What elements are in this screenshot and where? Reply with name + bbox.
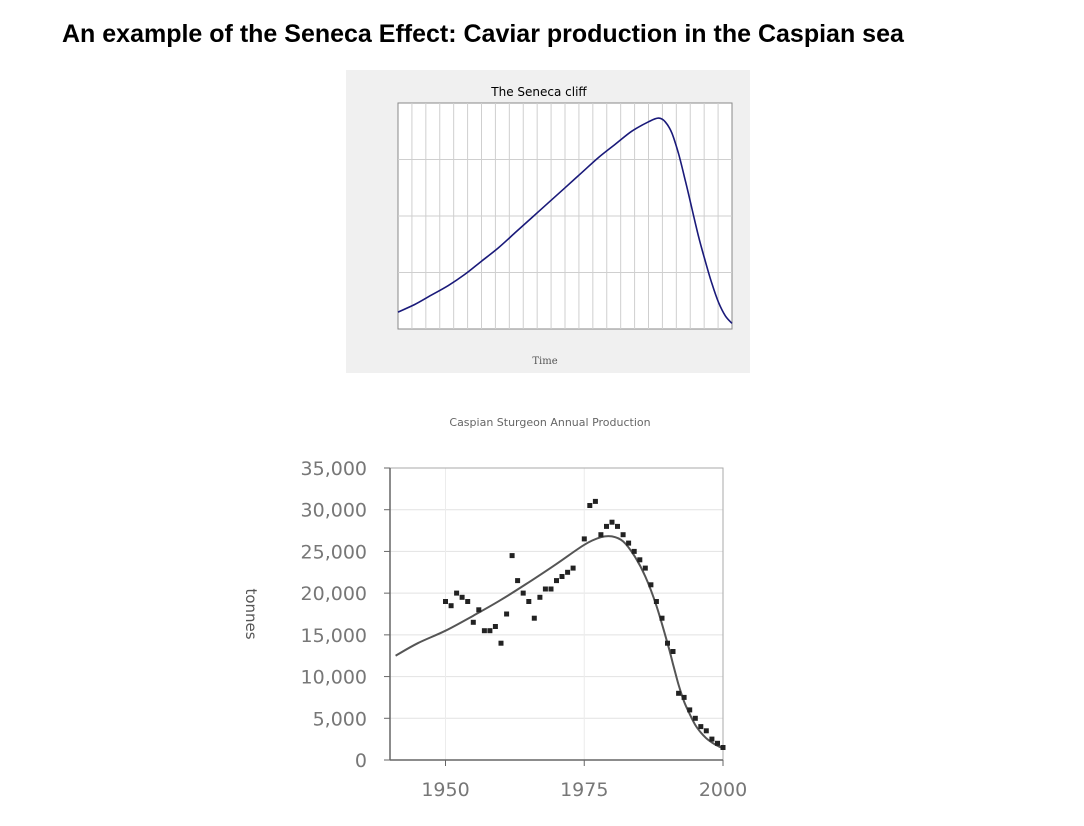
chart2-data-point [626, 540, 632, 546]
chart2-data-point [465, 599, 471, 604]
chart2-x-ticks: 1950 1975 2000 [421, 760, 747, 801]
chart1-series-line [397, 117, 733, 324]
chart1-title: The Seneca cliff [490, 85, 587, 99]
chart2-x-tick-label: 1975 [560, 779, 608, 801]
chart2-data-point [448, 603, 454, 609]
caspian-sturgeon-chart: 0 5,000 10,000 15,000 20,000 25,000 30,000 35,0… [242, 416, 747, 801]
chart2-y-tick-label: 30,000 [301, 500, 367, 522]
chart2-data-point [720, 745, 726, 750]
chart2-data-point [459, 594, 465, 600]
chart2-data-point [470, 619, 476, 625]
chart2-y-tick-label: 15,000 [301, 625, 367, 647]
chart2-data-point [598, 532, 604, 538]
page-title: An example of the Seneca Effect: Caviar … [62, 20, 904, 48]
chart2-data-point [631, 548, 637, 554]
chart2-data-point [687, 707, 693, 713]
chart2-data-point [592, 498, 598, 504]
chart2-data-point [548, 586, 554, 592]
chart2-data-point [620, 532, 626, 538]
chart2-data-point [520, 590, 526, 596]
chart2-grid [390, 467, 724, 760]
chart2-title: Caspian Sturgeon Annual Production [449, 416, 650, 429]
chart2-data-point [659, 615, 665, 621]
chart2-data-point [609, 519, 615, 525]
chart2-data-point [642, 565, 648, 571]
chart2-data-point [637, 557, 643, 563]
chart2-data-point [653, 599, 659, 604]
chart2-y-tick-label: 5,000 [313, 708, 367, 730]
chart2-x-tick-label: 1950 [421, 779, 469, 801]
chart2-data-point [681, 694, 687, 700]
chart2-points [443, 498, 726, 750]
chart2-data-point [542, 586, 548, 592]
chart2-y-tick-label: 10,000 [301, 667, 367, 689]
chart2-data-point [715, 740, 720, 746]
chart2-data-point [570, 565, 576, 571]
chart2-data-point [581, 536, 587, 542]
chart2-data-point [698, 724, 704, 730]
chart2-data-point [531, 615, 537, 621]
chart2-y-tick-label: 0 [355, 750, 367, 772]
chart2-data-point [670, 649, 676, 654]
chart2-fit-line [395, 535, 724, 750]
chart2-data-point [443, 599, 448, 604]
chart2-data-point [648, 582, 654, 588]
chart2-data-point [476, 607, 482, 613]
chart2-data-point [665, 640, 670, 646]
chart2-y-tick-label: 20,000 [301, 583, 367, 605]
chart2-x-tick-label: 2000 [699, 779, 747, 801]
chart2-y-ticks: 0 5,000 10,000 15,000 20,000 25,000 30,000 35,0… [301, 458, 390, 772]
chart2-data-point [709, 736, 715, 742]
chart2-data-point [615, 523, 620, 529]
chart2-data-point [554, 578, 559, 584]
chart2-data-point [487, 628, 493, 634]
chart2-data-point [604, 523, 609, 529]
chart2-data-point [526, 599, 532, 604]
chart2-data-point [692, 715, 698, 721]
chart2-data-point [565, 569, 571, 575]
chart2-data-point [454, 590, 460, 596]
chart2-y-tick-label: 25,000 [301, 541, 367, 563]
chart1-x-axis-label: Time [532, 356, 557, 367]
chart2-data-point [492, 624, 498, 629]
chart2-data-point [481, 628, 487, 634]
chart2-y-axis-label: tonnes [242, 588, 260, 639]
chart2-y-tick-label: 35,000 [301, 458, 367, 480]
chart2-data-point [559, 574, 565, 579]
seneca-cliff-chart: The Seneca cliff Time [346, 70, 750, 373]
chart2-data-point [504, 611, 510, 617]
chart2-data-point [515, 578, 521, 584]
chart2-data-point [676, 690, 682, 696]
chart2-plot-area [389, 467, 724, 761]
chart2-data-point [509, 553, 515, 559]
chart2-data-point [537, 594, 543, 600]
chart2-data-point [703, 728, 709, 734]
chart2-data-point [498, 640, 504, 646]
chart2-data-point [587, 503, 593, 508]
